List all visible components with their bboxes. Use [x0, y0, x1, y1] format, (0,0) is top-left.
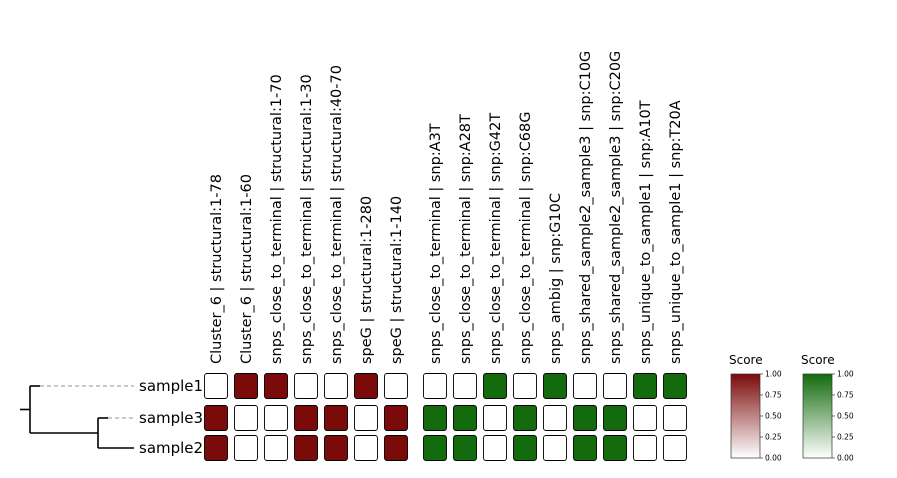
heatmap-cell-sample1-12 [543, 373, 567, 399]
heatmap-cell-sample3-9 [453, 405, 477, 431]
colorbar-tick-label: 0.25 [765, 433, 782, 442]
heatmap-cell-sample2-10 [483, 435, 507, 461]
heatmap-cell-sample3-15 [633, 405, 657, 431]
row-label-sample1: sample1 [139, 377, 203, 395]
heatmap-cell-sample1-10 [483, 373, 507, 399]
heatmap-cell-sample2-11 [513, 435, 537, 461]
column-label: snps_close_to_terminal | structural:1-30 [299, 74, 315, 364]
heatmap-cell-sample2-1 [204, 435, 228, 461]
colorbar-title: Score [801, 353, 835, 367]
colorbar-tick-label: 1.00 [837, 370, 854, 379]
colorbar-gradient [802, 373, 833, 459]
heatmap-cell-sample3-11 [513, 405, 537, 431]
colorbar-tick-label: 0.00 [837, 454, 854, 463]
heatmap-cell-sample3-13 [573, 405, 597, 431]
column-label: snps_unique_to_sample1 | snp:A10T [638, 100, 654, 364]
heatmap-cell-sample2-12 [543, 435, 567, 461]
heatmap-cell-sample3-7 [384, 405, 408, 431]
column-label: snps_close_to_terminal | snp:A28T [458, 114, 474, 364]
row-labels: sample1 sample3 sample2 [139, 377, 203, 457]
dendrogram [20, 385, 134, 449]
heatmap-cell-sample1-8 [423, 373, 447, 399]
heatmap-cell-sample2-7 [384, 435, 408, 461]
column-labels: Cluster_6 | structural:1-78 Cluster_6 | s… [209, 51, 684, 364]
heatmap-cell-sample3-8 [423, 405, 447, 431]
heatmap-cell-sample1-2 [234, 373, 258, 399]
colorbar-tick-label: 0.50 [837, 412, 854, 421]
colorbar-snp: Score 0.00 0.25 0.50 0.75 1.00 [801, 353, 854, 463]
heatmap-cell-sample3-12 [543, 405, 567, 431]
column-label: snps_ambig | snp:G10C [548, 193, 564, 364]
colorbar-tick-label: 0.00 [765, 454, 782, 463]
heatmap-cell-sample2-14 [603, 435, 627, 461]
colorbar-tick-label: 0.25 [837, 433, 854, 442]
heatmap-cell-sample3-5 [324, 405, 348, 431]
heatmap-cell-sample1-16 [663, 373, 687, 399]
heatmap-cell-sample3-3 [264, 405, 288, 431]
colorbar-title: Score [729, 353, 763, 367]
colorbar-tick-label: 0.50 [765, 412, 782, 421]
heatmap-cell-sample1-13 [573, 373, 597, 399]
column-label: snps_close_to_terminal | structural:40-7… [329, 65, 345, 364]
heatmap-cell-sample3-14 [603, 405, 627, 431]
heatmap-cell-sample1-11 [513, 373, 537, 399]
column-label: snps_close_to_terminal | snp:G42T [488, 113, 504, 364]
heatmap-cell-sample1-5 [324, 373, 348, 399]
heatmap-cell-sample3-6 [354, 405, 378, 431]
column-label: snps_close_to_terminal | snp:A3T [428, 123, 444, 364]
colorbar-gradient [730, 373, 761, 459]
heatmap-cell-sample2-9 [453, 435, 477, 461]
heatmap-cell-sample2-2 [234, 435, 258, 461]
heatmap-cell-sample3-1 [204, 405, 228, 431]
row-label-sample3: sample3 [139, 409, 203, 427]
heatmap-cells [204, 373, 687, 461]
column-label: Cluster_6 | structural:1-60 [239, 174, 255, 364]
column-label: snps_shared_sample2_sample3 | snp:C10G [578, 51, 594, 364]
column-label: speG | structural:1-280 [359, 196, 375, 364]
heatmap-cell-sample2-15 [633, 435, 657, 461]
row-label-sample2: sample2 [139, 439, 203, 457]
heatmap-cell-sample1-7 [384, 373, 408, 399]
colorbars: Score0.000.250.500.751.00Score0.000.250.… [729, 353, 854, 463]
heatmap-cell-sample1-4 [294, 373, 318, 399]
column-label: Cluster_6 | structural:1-78 [209, 174, 225, 364]
heatmap-cell-sample3-2 [234, 405, 258, 431]
colorbar-structural: Score 0.00 0.25 0.50 0.75 1.00 [729, 353, 782, 463]
heatmap-cell-sample2-16 [663, 435, 687, 461]
heatmap-cell-sample2-13 [573, 435, 597, 461]
heatmap-cell-sample3-10 [483, 405, 507, 431]
column-label: snps_unique_to_sample1 | snp:T20A [668, 100, 684, 364]
heatmap-cell-sample1-3 [264, 373, 288, 399]
colorbar-tick-label: 0.75 [765, 391, 782, 400]
heatmap-cell-sample1-15 [633, 373, 657, 399]
heatmap-cell-sample2-8 [423, 435, 447, 461]
heatmap-cell-sample2-3 [264, 435, 288, 461]
heatmap-cell-sample1-1 [204, 373, 228, 399]
heatmap-cell-sample3-4 [294, 405, 318, 431]
heatmap-cell-sample1-9 [453, 373, 477, 399]
column-label: speG | structural:1-140 [389, 196, 405, 364]
column-label: snps_close_to_terminal | structural:1-70 [269, 74, 285, 364]
colorbar-tick-label: 0.75 [837, 391, 854, 400]
heatmap-cell-sample2-6 [354, 435, 378, 461]
column-label: snps_close_to_terminal | snp:C68G [518, 112, 534, 364]
colorbar-tick-label: 1.00 [765, 370, 782, 379]
heatmap-cell-sample1-6 [354, 373, 378, 399]
column-label: snps_shared_sample2_sample3 | snp:C20G [608, 51, 624, 364]
heatmap-cell-sample2-5 [324, 435, 348, 461]
heatmap-cell-sample1-14 [603, 373, 627, 399]
heatmap-cell-sample2-4 [294, 435, 318, 461]
heatmap-cell-sample3-16 [663, 405, 687, 431]
